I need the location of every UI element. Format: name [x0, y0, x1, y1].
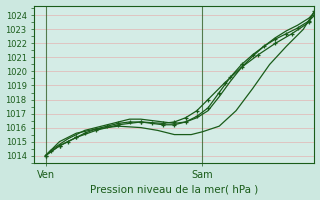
X-axis label: Pression niveau de la mer( hPa ): Pression niveau de la mer( hPa ) [90, 184, 259, 194]
